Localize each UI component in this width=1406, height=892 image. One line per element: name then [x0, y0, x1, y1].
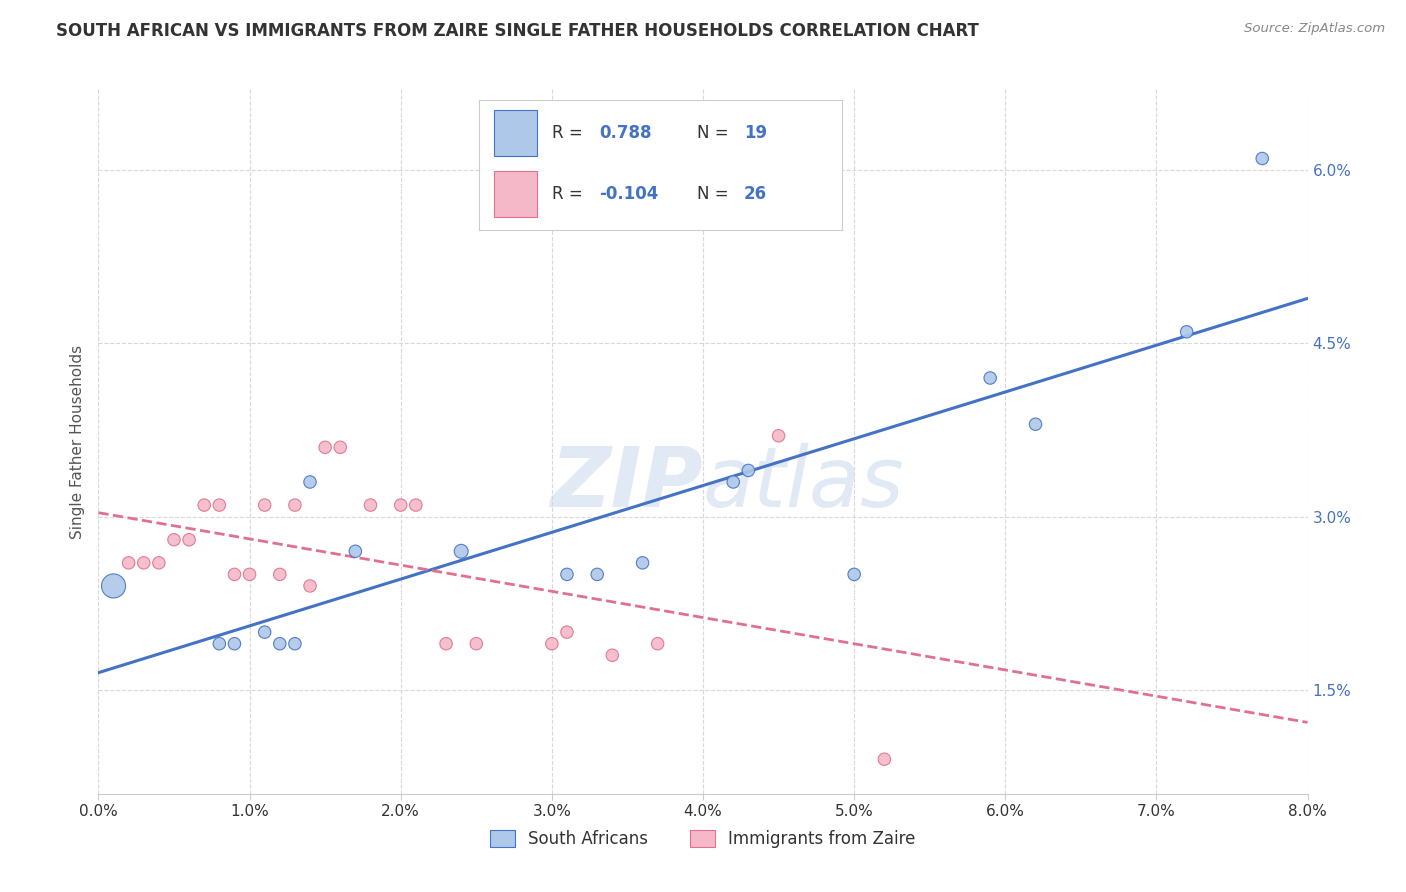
- Point: [465, 637, 488, 651]
- Point: [434, 637, 457, 651]
- Point: [314, 440, 336, 454]
- Point: [224, 567, 246, 582]
- Point: [555, 625, 578, 640]
- Y-axis label: Single Father Households: Single Father Households: [70, 344, 86, 539]
- Point: [389, 498, 412, 512]
- Point: [253, 498, 276, 512]
- Point: [269, 637, 291, 651]
- Point: [979, 371, 1001, 385]
- Point: [239, 567, 262, 582]
- Point: [555, 567, 578, 582]
- Point: [844, 567, 866, 582]
- Point: [299, 475, 322, 489]
- Text: ZIP: ZIP: [550, 443, 703, 524]
- Text: atlas: atlas: [703, 443, 904, 524]
- Point: [148, 556, 170, 570]
- Point: [179, 533, 201, 547]
- Point: [253, 625, 276, 640]
- Point: [723, 475, 745, 489]
- Point: [768, 429, 790, 443]
- Point: [647, 637, 669, 651]
- Point: [344, 544, 367, 558]
- Point: [132, 556, 155, 570]
- Point: [1251, 152, 1274, 166]
- Point: [208, 498, 231, 512]
- Point: [269, 567, 291, 582]
- Point: [405, 498, 427, 512]
- Point: [873, 752, 896, 766]
- Point: [284, 498, 307, 512]
- Point: [224, 637, 246, 651]
- Point: [208, 637, 231, 651]
- Text: Source: ZipAtlas.com: Source: ZipAtlas.com: [1244, 22, 1385, 36]
- Point: [299, 579, 322, 593]
- Point: [631, 556, 654, 570]
- Point: [284, 637, 307, 651]
- Point: [1025, 417, 1047, 432]
- Point: [329, 440, 352, 454]
- Point: [450, 544, 472, 558]
- Text: SOUTH AFRICAN VS IMMIGRANTS FROM ZAIRE SINGLE FATHER HOUSEHOLDS CORRELATION CHAR: SOUTH AFRICAN VS IMMIGRANTS FROM ZAIRE S…: [56, 22, 979, 40]
- Point: [586, 567, 609, 582]
- Point: [1175, 325, 1198, 339]
- Point: [737, 463, 759, 477]
- Point: [118, 556, 141, 570]
- Point: [163, 533, 186, 547]
- Point: [360, 498, 382, 512]
- Point: [540, 637, 562, 651]
- Point: [602, 648, 624, 663]
- Legend: South Africans, Immigrants from Zaire: South Africans, Immigrants from Zaire: [482, 822, 924, 856]
- Point: [193, 498, 215, 512]
- Point: [103, 579, 125, 593]
